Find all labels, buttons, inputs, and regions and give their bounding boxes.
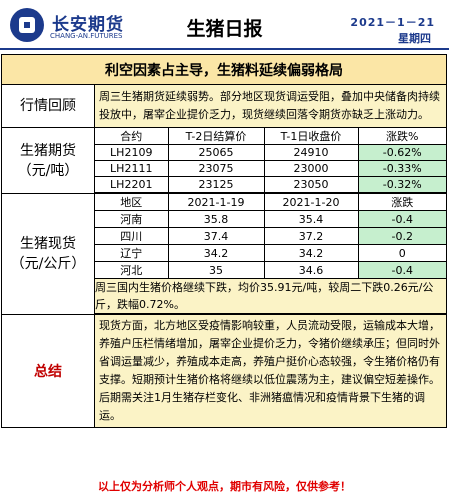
table-row: LH2201 23125 23050 -0.32% xyxy=(95,176,446,193)
futures-label-line2: （元/吨） xyxy=(17,162,79,179)
report-date: 2021－1－21 xyxy=(350,16,435,29)
futures-cell-change: -0.32% xyxy=(357,176,446,193)
futures-cell-contract: LH2111 xyxy=(95,160,169,177)
spot-cell: 地区 2021-1-19 2021-1-20 涨跌 河南 35.8 35.4 -… xyxy=(94,193,447,315)
spot-cell-change: -0.2 xyxy=(357,227,446,245)
summary-label: 总结 xyxy=(1,314,95,428)
futures-cell-close: 24910 xyxy=(263,144,359,161)
spot-note: 周三国内生猪价格继续下跌，均价35.91元/吨，较周二下跌0.26元/公斤，跌幅… xyxy=(95,278,446,314)
spot-cell-region: 河南 xyxy=(95,210,169,228)
futures-cell: 合约 T-2日结算价 T-1日收盘价 涨跌% LH2109 25065 2491… xyxy=(94,127,447,194)
futures-col-change: 涨跌% xyxy=(357,128,446,145)
futures-cell-settle: 23075 xyxy=(167,160,265,177)
spot-cell-region: 河北 xyxy=(95,261,169,279)
headline: 利空因素占主导，生猪料延续偏弱格局 xyxy=(1,54,447,85)
futures-cell-contract: LH2201 xyxy=(95,176,169,193)
spot-cell-price1: 37.4 xyxy=(167,227,265,245)
futures-cell-close: 23050 xyxy=(263,176,359,193)
spot-cell-change: 0 xyxy=(357,244,446,262)
spot-cell-price2: 34.6 xyxy=(263,261,359,279)
spot-label-line2: （元/公斤） xyxy=(10,256,86,272)
spot-header-row: 地区 2021-1-19 2021-1-20 涨跌 xyxy=(95,194,446,211)
report-table: 利空因素占主导，生猪料延续偏弱格局 行情回顾 周三生猪期货延续弱势。部分地区现货… xyxy=(1,54,447,428)
spot-cell-price1: 35 xyxy=(167,261,265,279)
futures-cell-settle: 23125 xyxy=(167,176,265,193)
report-weekday: 星期四 xyxy=(398,32,431,45)
futures-label: 生猪期货 （元/吨） xyxy=(1,127,95,194)
futures-cell-change: -0.33% xyxy=(357,160,446,177)
spot-col-date1: 2021-1-19 xyxy=(167,194,265,211)
spot-col-region: 地区 xyxy=(95,194,169,211)
report-title: 生猪日报 xyxy=(186,18,263,40)
table-row: 河北 35 34.6 -0.4 xyxy=(95,261,446,279)
spot-cell-price2: 37.2 xyxy=(263,227,359,245)
futures-table: 合约 T-2日结算价 T-1日收盘价 涨跌% LH2109 25065 2491… xyxy=(95,128,446,193)
spot-cell-price1: 34.2 xyxy=(167,244,265,262)
futures-cell-settle: 25065 xyxy=(167,144,265,161)
spot-label-line1: 生猪现货 xyxy=(20,236,76,252)
spot-cell-price2: 35.4 xyxy=(263,210,359,228)
logo-mark-icon xyxy=(10,8,44,42)
company-logo: 长安期货 CHANG-AN.FUTURES xyxy=(10,8,130,44)
table-row: 四川 37.4 37.2 -0.2 xyxy=(95,227,446,245)
table-row: LH2111 23075 23000 -0.33% xyxy=(95,160,446,177)
futures-cell-change: -0.62% xyxy=(357,144,446,161)
spot-cell-price1: 35.8 xyxy=(167,210,265,228)
spot-cell-price2: 34.2 xyxy=(263,244,359,262)
spot-cell-change: -0.4 xyxy=(357,261,446,279)
summary-text: 现货方面，北方地区受疫情影响较重，人员流动受限，运输成本大增，养殖户压栏情绪增加… xyxy=(94,314,447,428)
logo-text-en: CHANG-AN.FUTURES xyxy=(50,32,123,40)
futures-col-contract: 合约 xyxy=(95,128,169,145)
spot-cell-change: -0.4 xyxy=(357,210,446,228)
spot-col-date2: 2021-1-20 xyxy=(263,194,359,211)
table-row: 辽宁 34.2 34.2 0 xyxy=(95,244,446,262)
spot-col-change: 涨跌 xyxy=(357,194,446,211)
spot-table: 地区 2021-1-19 2021-1-20 涨跌 河南 35.8 35.4 -… xyxy=(95,194,446,314)
table-row: 河南 35.8 35.4 -0.4 xyxy=(95,210,446,228)
futures-col-settle: T-2日结算价 xyxy=(167,128,265,145)
futures-header-row: 合约 T-2日结算价 T-1日收盘价 涨跌% xyxy=(95,128,446,145)
review-label: 行情回顾 xyxy=(1,84,95,128)
spot-label: 生猪现货 （元/公斤） xyxy=(1,193,95,315)
header-divider xyxy=(0,48,449,50)
report-header: 长安期货 CHANG-AN.FUTURES 生猪日报 2021－1－21 星期四 xyxy=(0,0,449,50)
futures-col-close: T-1日收盘价 xyxy=(263,128,359,145)
disclaimer: 以上仅为分析师个人观点，期市有风险，仅供参考！ xyxy=(98,480,351,493)
logo-text-cn: 长安期货 xyxy=(52,15,124,35)
table-row: LH2109 25065 24910 -0.62% xyxy=(95,144,446,161)
futures-cell-contract: LH2109 xyxy=(95,144,169,161)
spot-cell-region: 辽宁 xyxy=(95,244,169,262)
futures-label-line1: 生猪期货 xyxy=(20,142,76,159)
futures-cell-close: 23000 xyxy=(263,160,359,177)
review-text: 周三生猪期货延续弱势。部分地区现货调运受阻，叠加中央储备肉持续投放中，屠宰企业提… xyxy=(94,84,447,128)
spot-cell-region: 四川 xyxy=(95,227,169,245)
